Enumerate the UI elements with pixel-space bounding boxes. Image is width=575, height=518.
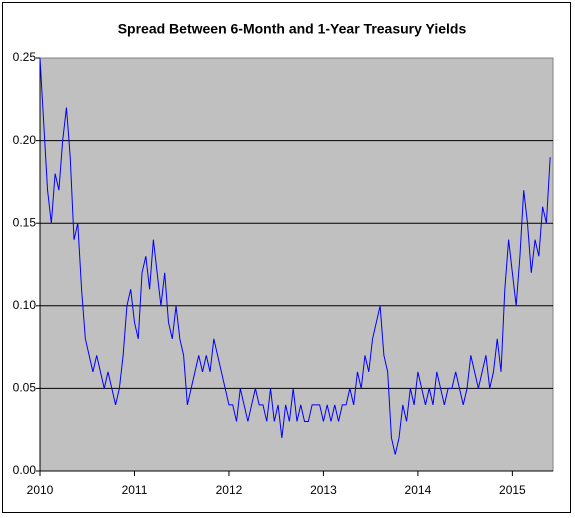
y-tick-label: 0.25 <box>13 50 37 64</box>
x-tick-label: 2014 <box>405 483 432 497</box>
y-tick-label: 0.10 <box>13 298 37 312</box>
data-line <box>39 57 551 455</box>
y-tick-label: 0.15 <box>13 215 37 229</box>
y-tick-label: 0.05 <box>13 381 37 395</box>
x-tick-label: 2011 <box>122 483 148 497</box>
y-tick-label: 0.20 <box>13 133 37 147</box>
x-tick-label: 2012 <box>216 483 243 497</box>
plot-area <box>39 57 554 472</box>
x-tick-label: 2010 <box>27 483 54 497</box>
x-tick-label: 2015 <box>499 483 526 497</box>
y-tick-label: 0.00 <box>13 463 37 477</box>
x-tick-label: 2013 <box>310 483 337 497</box>
chart-title: Spread Between 6-Month and 1-Year Treasu… <box>118 21 467 37</box>
